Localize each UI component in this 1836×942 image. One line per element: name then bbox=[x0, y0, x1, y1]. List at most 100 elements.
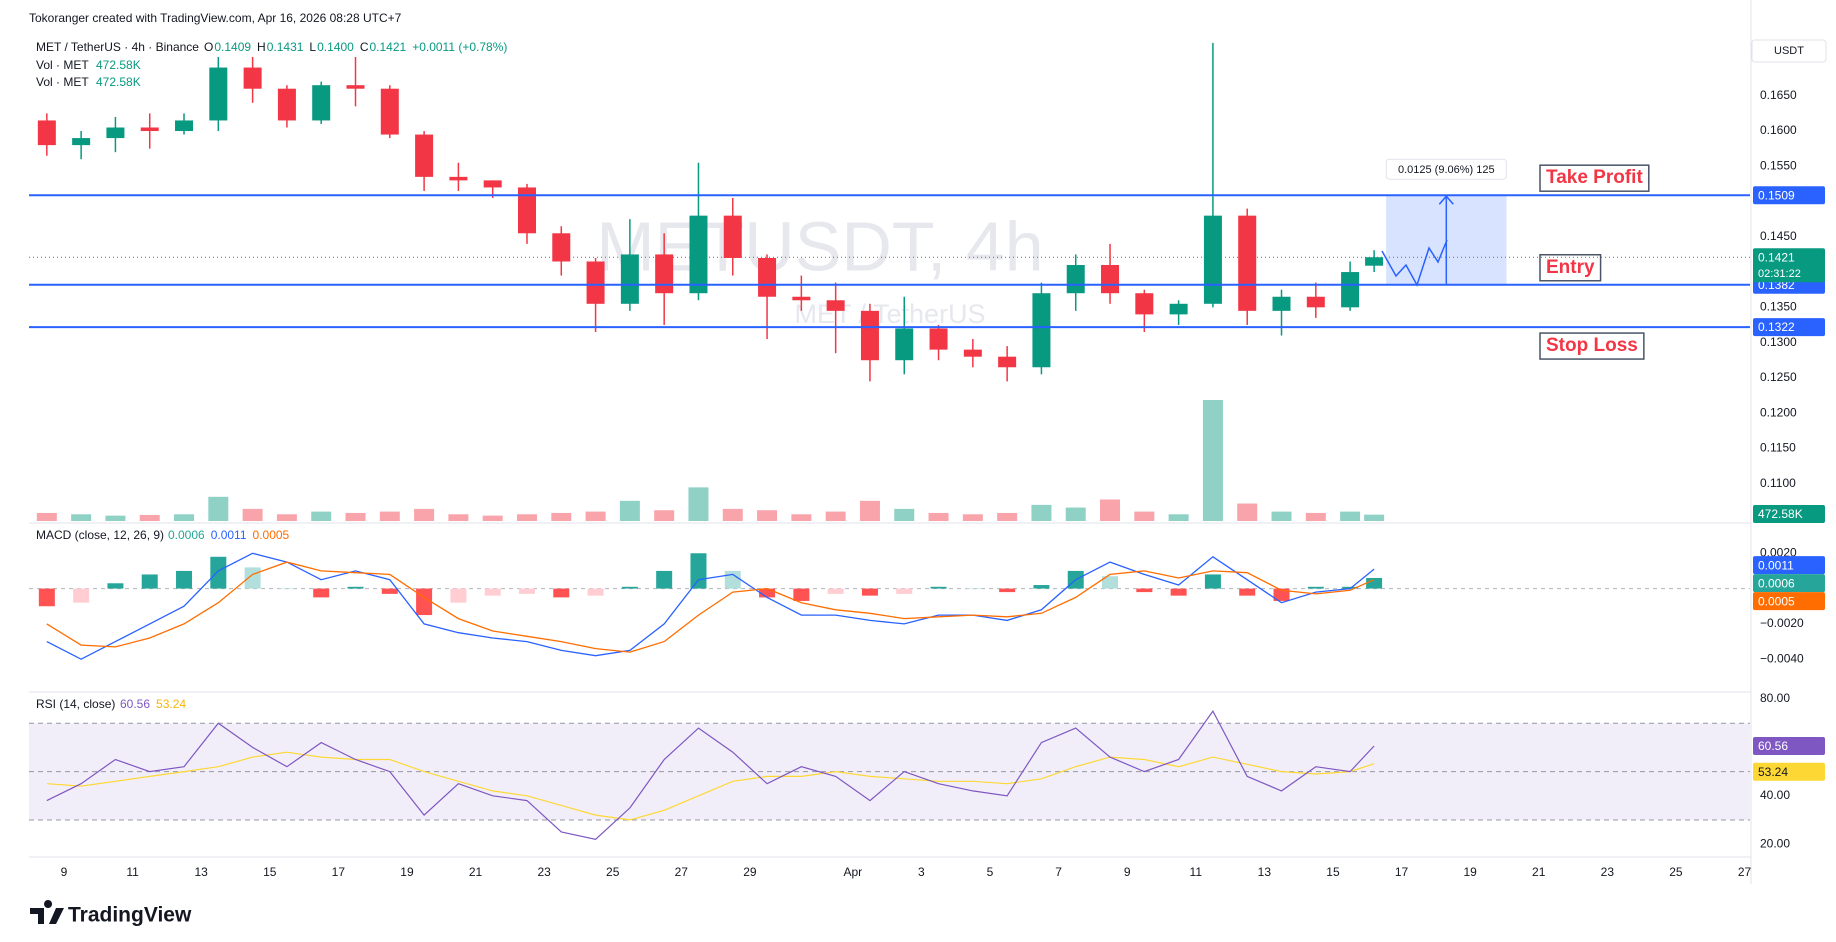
ohlc-value: 0.1431 bbox=[267, 40, 304, 54]
candle-body bbox=[1135, 293, 1154, 315]
macd-histogram-bar bbox=[278, 588, 295, 590]
volume-bar bbox=[1237, 503, 1258, 521]
watermark-sub: MET / TetherUS bbox=[794, 299, 985, 329]
x-tick-label: 17 bbox=[1395, 865, 1409, 879]
macd-histogram-bar bbox=[1033, 585, 1050, 589]
candle-body bbox=[175, 120, 194, 132]
candle-body bbox=[243, 67, 262, 89]
volume-legend-name: Vol · MET bbox=[36, 75, 89, 89]
candle-body bbox=[860, 310, 879, 361]
y-tick-label: 0.1150 bbox=[1760, 441, 1796, 455]
axis-value-label-bg bbox=[1753, 574, 1825, 593]
candle-body bbox=[312, 85, 331, 121]
candle-body bbox=[209, 67, 228, 121]
x-tick-label: 15 bbox=[1326, 865, 1340, 879]
axis-value-label: 0.0006 bbox=[1758, 576, 1795, 590]
ohlc-key: C bbox=[360, 40, 369, 54]
x-tick-label: 13 bbox=[1258, 865, 1272, 879]
candle-body bbox=[1169, 303, 1188, 315]
currency-button[interactable] bbox=[1751, 39, 1827, 63]
macd-legend-signal: 0.0005 bbox=[253, 528, 290, 542]
signal-line bbox=[46, 561, 1375, 653]
rsi-legend-value: 60.56 bbox=[120, 697, 150, 711]
candle-body bbox=[586, 261, 605, 304]
volume-bar bbox=[894, 508, 915, 521]
level-label-box bbox=[1539, 254, 1602, 282]
macd-legend-macd: 0.0011 bbox=[211, 528, 247, 542]
last-price-bg bbox=[1753, 248, 1825, 283]
macd-histogram-bar bbox=[210, 556, 227, 589]
candle-body bbox=[380, 88, 399, 135]
macd-legend-hist: 0.0006 bbox=[168, 528, 205, 542]
y-tick-label: −0.0040 bbox=[1760, 651, 1804, 665]
macd-histogram-bar bbox=[381, 588, 398, 594]
last-price-label: 0.1421 bbox=[1758, 250, 1795, 264]
axis-value-label-bg bbox=[1753, 737, 1825, 756]
candle-body bbox=[1272, 296, 1291, 311]
macd-histogram-bar bbox=[1136, 588, 1153, 593]
volume-bar bbox=[139, 514, 160, 521]
macd-histogram-bar bbox=[1273, 588, 1290, 601]
rsi-line bbox=[46, 709, 1375, 840]
volume-bar bbox=[1100, 499, 1121, 521]
macd-histogram-bar bbox=[553, 588, 570, 598]
x-tick-label: 19 bbox=[400, 865, 414, 879]
macd-histogram-bar bbox=[930, 586, 947, 589]
axis-value-label: 0.0005 bbox=[1758, 594, 1795, 608]
axis-value-label-bg bbox=[1753, 505, 1825, 523]
volume-bar bbox=[1305, 512, 1326, 521]
x-tick-label: Apr bbox=[843, 865, 862, 879]
y-tick-label: 80.00 bbox=[1760, 691, 1790, 705]
candle-body bbox=[1238, 215, 1257, 311]
ohlc-value: 0.1400 bbox=[317, 40, 354, 54]
level-label: Take Profit bbox=[1546, 167, 1643, 188]
macd-histogram-bar bbox=[141, 574, 158, 589]
x-tick-label: 25 bbox=[606, 865, 620, 879]
macd-histogram-bar bbox=[896, 588, 913, 594]
x-tick-label: 15 bbox=[263, 865, 277, 879]
volume-bar bbox=[1134, 511, 1155, 521]
change: +0.0011 (+0.78%) bbox=[412, 40, 507, 54]
currency[interactable]: USDT bbox=[1774, 45, 1804, 57]
macd-histogram-bar bbox=[176, 570, 193, 589]
axis-value-label-bg bbox=[1753, 592, 1825, 611]
macd-histogram-bar bbox=[1170, 588, 1187, 596]
x-tick-label: 17 bbox=[332, 865, 346, 879]
macd-histogram-bar bbox=[724, 570, 741, 589]
macd-histogram-bar bbox=[518, 588, 535, 594]
volume-bar bbox=[688, 487, 709, 521]
measure-arrow-head bbox=[1438, 195, 1454, 205]
x-tick-label: 11 bbox=[1190, 865, 1203, 879]
macd-histogram-bar bbox=[587, 588, 604, 596]
logo-text: TradingView bbox=[68, 904, 192, 927]
candle-body bbox=[483, 180, 502, 188]
ohlc-value: 0.1409 bbox=[214, 40, 251, 54]
x-tick-label: 27 bbox=[675, 865, 689, 879]
volume-bar bbox=[174, 514, 195, 521]
volume-legend-name: Vol · MET bbox=[36, 58, 89, 72]
macd-histogram-bar bbox=[347, 586, 364, 589]
countdown: 02:31:22 bbox=[1758, 268, 1801, 280]
level-label: Stop Loss bbox=[1546, 335, 1638, 356]
volume-bar bbox=[859, 500, 880, 521]
macd-histogram-bar bbox=[690, 553, 707, 589]
macd-histogram-bar bbox=[1239, 588, 1256, 596]
rsi-title: RSI (14, close) bbox=[36, 697, 115, 711]
volume-bar bbox=[1364, 514, 1385, 521]
symbol: MET / TetherUS · 4h · Binance bbox=[36, 40, 199, 54]
macd-histogram-bar bbox=[827, 588, 844, 594]
candle-body bbox=[37, 120, 56, 146]
macd-histogram-bar bbox=[1366, 577, 1383, 589]
volume-bar bbox=[242, 508, 263, 521]
candle-body bbox=[758, 257, 777, 297]
macd-histogram-bar bbox=[621, 586, 638, 589]
macd-histogram-bar bbox=[964, 588, 981, 590]
volume-bar bbox=[276, 514, 297, 521]
y-tick-label: 0.1100 bbox=[1760, 476, 1796, 490]
volume-bar bbox=[448, 514, 469, 521]
candle-body bbox=[415, 134, 434, 177]
volume-bar bbox=[551, 512, 572, 521]
candle-body bbox=[1066, 265, 1085, 294]
axis-value-label: 472.58K bbox=[1758, 507, 1803, 521]
volume-bar bbox=[345, 512, 366, 521]
